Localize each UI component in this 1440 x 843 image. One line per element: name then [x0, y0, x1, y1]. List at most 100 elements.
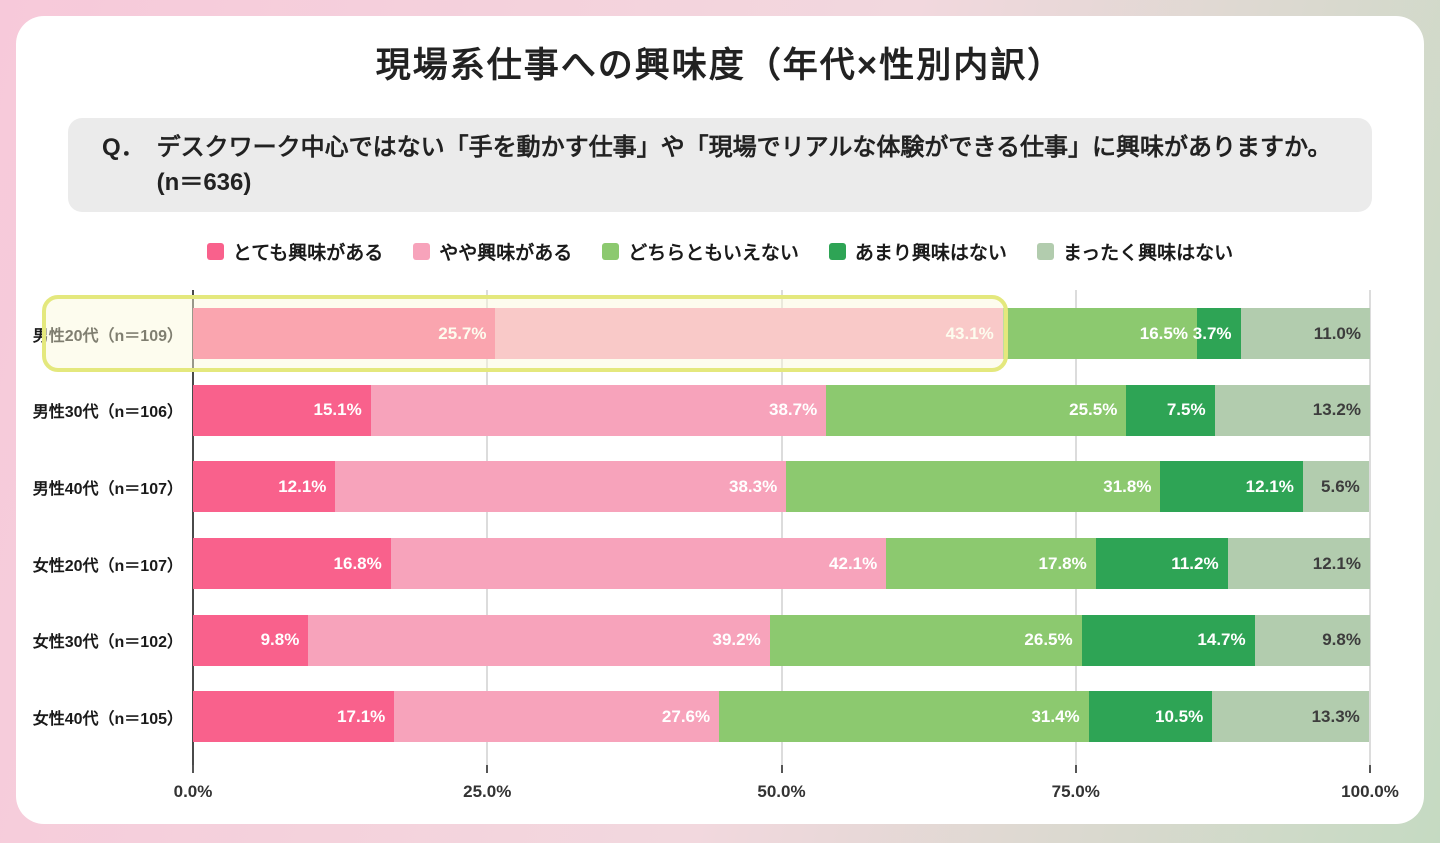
segment-value: 31.4%: [1031, 706, 1080, 726]
bar-segment: 12.1%: [1227, 538, 1370, 590]
axis-line-0: [192, 290, 194, 765]
bar-segment: 15.1%: [193, 384, 371, 436]
legend-item-very-interested: とても興味がある: [206, 238, 383, 265]
bar-segment: 43.1%: [495, 308, 1003, 359]
row-label: 男性30代（n＝106）: [32, 404, 183, 422]
bar-segment: 42.1%: [390, 538, 887, 590]
segment-value: 26.5%: [1024, 630, 1073, 650]
segment-value: 12.1%: [278, 476, 327, 496]
bar-segment: 25.5%: [826, 384, 1127, 436]
legend-swatch-icon: [602, 243, 620, 260]
chart-row-female-20s: 女性20代（n＝107） 16.8% 42.1% 17.8% 11.2% 12.…: [16, 538, 1424, 590]
bar-segment: 13.2%: [1214, 384, 1370, 436]
gridline-50: [780, 290, 783, 765]
segment-value: 38.7%: [769, 400, 818, 420]
bar-segment: 5.6%: [1302, 461, 1369, 513]
axis-tick: [1369, 765, 1371, 773]
bar-segment: 39.2%: [308, 614, 770, 666]
segment-value: 11.2%: [1171, 553, 1219, 573]
axis-tick: [192, 765, 194, 773]
legend-label: やや興味がある: [439, 243, 573, 264]
bar-segment: 31.4%: [719, 691, 1089, 743]
bar-segment: 11.0%: [1240, 308, 1370, 359]
legend-label: あまり興味はない: [854, 243, 1007, 264]
segment-value: 10.5%: [1155, 706, 1204, 726]
bar-segment: 16.8%: [193, 538, 391, 590]
segment-value: 13.3%: [1311, 706, 1360, 726]
segment-value: 39.2%: [712, 630, 761, 650]
segment-value: 15.1%: [313, 400, 362, 420]
segment-value: 12.1%: [1245, 476, 1294, 496]
segment-value: 17.1%: [337, 706, 386, 726]
axis-tick: [486, 765, 489, 773]
x-axis-labels: 0.0% 25.0% 50.0% 75.0% 100.0%: [174, 782, 1399, 804]
bar-segment: 38.3%: [335, 461, 787, 513]
question-box: Q． デスクワーク中心ではない「手を動かす仕事」や「現場でリアルな体験ができる仕…: [68, 118, 1372, 212]
legend-swatch-icon: [828, 243, 846, 260]
bar-segment: 9.8%: [193, 614, 309, 666]
gridline-75: [1074, 290, 1077, 765]
segment-value: 12.1%: [1312, 553, 1361, 573]
axis-tick: [1074, 765, 1077, 773]
x-tick-label: 0.0%: [173, 782, 213, 801]
chart-row-female-40s: 女性40代（n＝105） 17.1% 27.6% 31.4% 10.5% 13.…: [16, 691, 1424, 743]
x-tick-label: 75.0%: [1051, 782, 1100, 801]
legend-item-neutral: どちらともいえない: [602, 238, 799, 265]
segment-value: 9.8%: [1322, 630, 1361, 650]
bar-segment: 12.1%: [193, 461, 336, 513]
bar-segment: 14.7%: [1081, 614, 1255, 666]
segment-value: 16.5%: [1139, 323, 1188, 343]
segment-value: 42.1%: [829, 553, 878, 573]
chart-legend: とても興味がある やや興味がある どちらともいえない あまり興味はない まったく…: [16, 238, 1424, 265]
bar-segment: 11.2%: [1095, 538, 1228, 590]
legend-item-not-at-all-interested: まったく興味はない: [1036, 238, 1234, 265]
bar-segment: 38.7%: [370, 384, 827, 436]
bar-segment: 31.8%: [786, 461, 1161, 513]
bar-segment: 17.8%: [886, 538, 1096, 590]
question-text: デスクワーク中心ではない「手を動かす仕事」や「現場でリアルな体験ができる仕事」に…: [156, 134, 1332, 196]
gridline-100: [1369, 290, 1371, 765]
bar-segment: 9.8%: [1254, 614, 1370, 666]
bar: 9.8% 39.2% 26.5% 14.7% 9.8%: [193, 614, 1370, 666]
segment-value: 14.7%: [1197, 630, 1246, 650]
page-title: 現場系仕事への興味度（年代×性別内訳）: [375, 46, 1065, 85]
slide-card: 現場系仕事への興味度（年代×性別内訳） Q． デスクワーク中心ではない「手を動か…: [16, 16, 1424, 824]
bar: 25.7% 43.1% 16.5% 3.7% 11.0%: [193, 308, 1370, 359]
segment-value: 16.8%: [333, 553, 382, 573]
segment-value: 43.1%: [945, 323, 994, 343]
bar: 12.1% 38.3% 31.8% 12.1% 5.6%: [193, 461, 1370, 513]
stacked-bar-chart: 男性20代（n＝109） 25.7% 43.1% 16.5% 3.7% 11.0…: [16, 290, 1424, 830]
legend-label: まったく興味はない: [1062, 243, 1234, 264]
segment-value: 3.7%: [1192, 323, 1232, 343]
segment-value: 38.3%: [728, 476, 778, 496]
segment-value: 25.7%: [438, 323, 487, 343]
chart-row-male-20s: 男性20代（n＝109） 25.7% 43.1% 16.5% 3.7% 11.0…: [16, 308, 1424, 359]
row-label: 男性20代（n＝109）: [32, 327, 183, 345]
bar-segment: 16.5%: [1002, 308, 1197, 359]
segment-value: 5.6%: [1321, 476, 1360, 496]
gridline-25: [486, 290, 489, 765]
chart-gridlines: [192, 290, 1371, 773]
segment-value: 31.8%: [1103, 476, 1152, 496]
chart-row-female-30s: 女性30代（n＝102） 9.8% 39.2% 26.5% 14.7% 9.8%: [16, 614, 1424, 666]
bar-segment: 7.5%: [1126, 384, 1215, 436]
segment-value: 25.5%: [1069, 400, 1118, 420]
segment-value: 9.8%: [260, 630, 300, 650]
bar-segment: 13.3%: [1212, 691, 1369, 743]
segment-value: 11.0%: [1313, 323, 1361, 343]
legend-item-somewhat-interested: やや興味がある: [413, 238, 572, 265]
bar-segment: 12.1%: [1160, 461, 1303, 513]
bar: 17.1% 27.6% 31.4% 10.5% 13.3%: [193, 691, 1370, 743]
chart-row-male-30s: 男性30代（n＝106） 15.1% 38.7% 25.5% 7.5% 13.2…: [16, 384, 1424, 436]
legend-label: どちらともいえない: [628, 243, 799, 264]
bar-segment: 17.1%: [193, 691, 395, 743]
bar: 16.8% 42.1% 17.8% 11.2% 12.1%: [193, 538, 1370, 590]
x-tick-label: 25.0%: [463, 782, 512, 801]
legend-swatch-icon: [1036, 243, 1054, 260]
x-tick-label: 50.0%: [757, 782, 806, 801]
bar-segment: 25.7%: [193, 308, 496, 359]
segment-value: 17.8%: [1038, 553, 1087, 573]
row-label: 女性20代（n＝107）: [32, 557, 183, 575]
bar: 15.1% 38.7% 25.5% 7.5% 13.2%: [193, 384, 1370, 436]
question-prefix: Q．: [102, 134, 145, 161]
